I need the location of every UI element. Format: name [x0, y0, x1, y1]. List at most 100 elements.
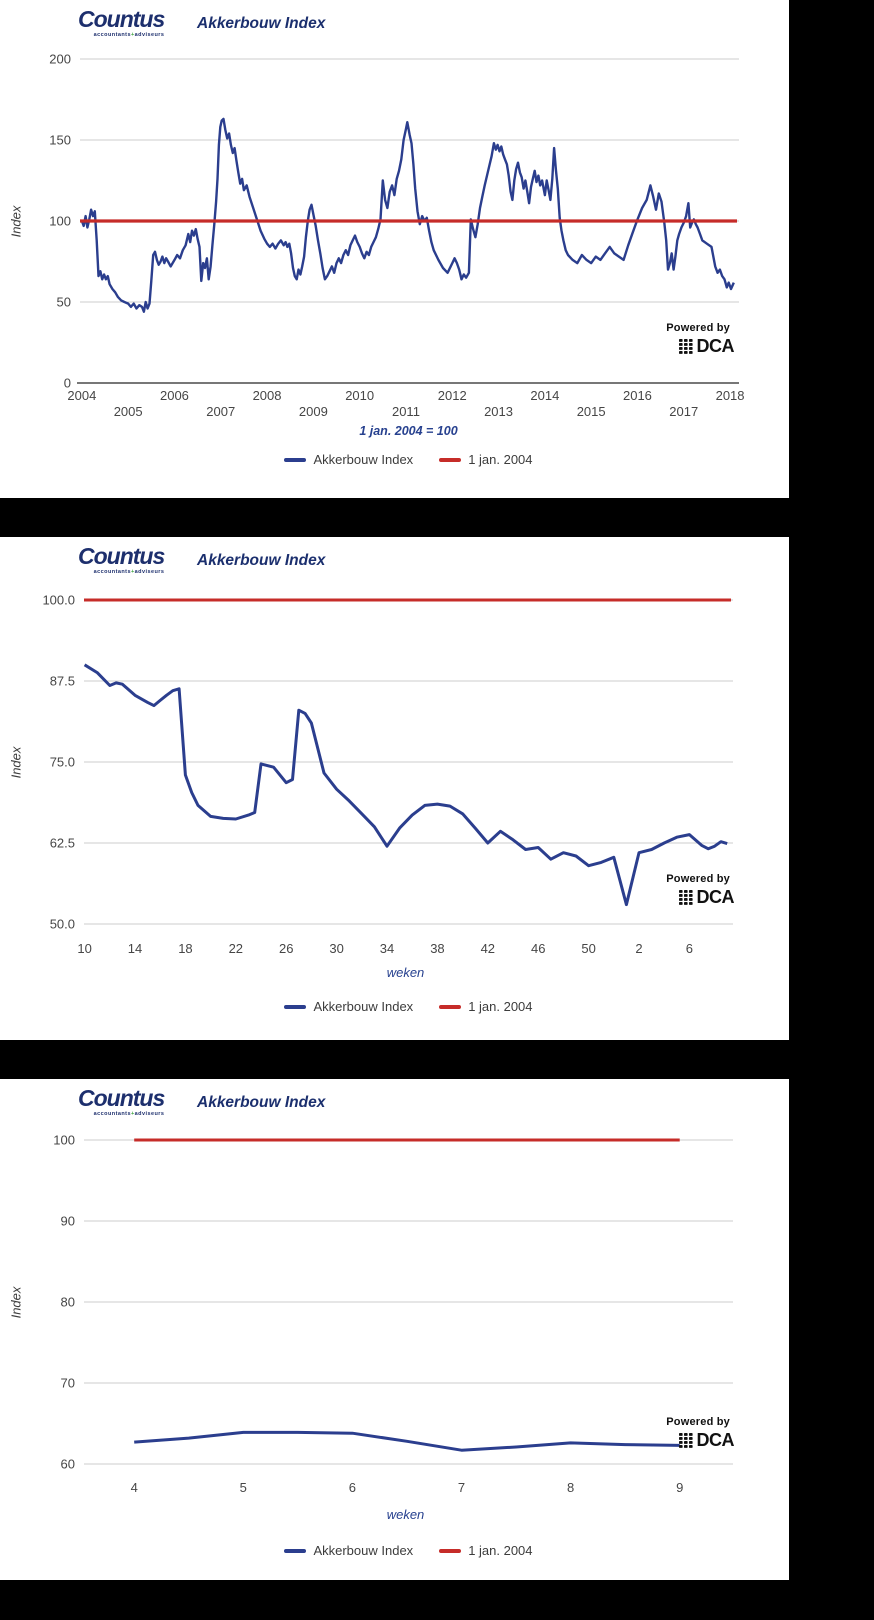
legend-swatch-red	[439, 1548, 462, 1553]
dca-badge: Powered by DCA	[613, 1416, 734, 1451]
legend: Akkerbouw Index 1 jan. 2004	[80, 999, 737, 1014]
svg-text:14: 14	[128, 941, 142, 956]
svg-text:38: 38	[430, 941, 444, 956]
svg-text:2: 2	[635, 941, 642, 956]
legend-item-akkerbouw: Akkerbouw Index	[284, 999, 413, 1014]
y-axis-title: Index	[8, 746, 24, 779]
svg-text:2009: 2009	[299, 404, 328, 419]
svg-text:34: 34	[380, 941, 394, 956]
page-title: Akkerbouw Index	[197, 1094, 326, 1111]
dca-grid-icon	[678, 1433, 693, 1448]
svg-text:2017: 2017	[669, 404, 698, 419]
svg-text:50: 50	[57, 295, 71, 310]
green-plus: +	[130, 1111, 135, 1117]
chart-panel-3: 60 70 80 90 100 4 5 6 7 8 9 Countus accountants+ad…	[0, 1079, 789, 1580]
svg-text:2012: 2012	[438, 388, 467, 403]
countus-wordmark: Countus	[78, 6, 165, 32]
dca-logo-text: DCA	[696, 1430, 735, 1450]
legend-item-akkerbouw: Akkerbouw Index	[284, 452, 413, 467]
chart-caption: 1 jan. 2004 = 100	[359, 424, 458, 438]
svg-text:2006: 2006	[160, 388, 189, 403]
svg-text:2007: 2007	[206, 404, 235, 419]
svg-text:46: 46	[531, 941, 545, 956]
legend: Akkerbouw Index 1 jan. 2004	[80, 1543, 737, 1558]
x-axis-title: weken	[386, 965, 425, 980]
dca-logo-text: DCA	[696, 887, 735, 907]
svg-text:70: 70	[61, 1376, 75, 1391]
legend-swatch-red	[439, 1004, 462, 1009]
powered-by-text: Powered by	[666, 322, 730, 334]
legend-label: 1 jan. 2004	[468, 1543, 533, 1558]
svg-text:18: 18	[178, 941, 192, 956]
countus-wordmark: Countus	[78, 543, 165, 569]
green-plus: +	[130, 32, 135, 38]
powered-by-text: Powered by	[666, 873, 730, 885]
legend-swatch-blue	[284, 457, 307, 462]
svg-text:60: 60	[61, 1457, 75, 1472]
legend-label: 1 jan. 2004	[468, 999, 533, 1014]
svg-text:200: 200	[49, 52, 71, 67]
svg-text:10: 10	[77, 941, 91, 956]
svg-text:6: 6	[686, 941, 693, 956]
svg-text:0: 0	[64, 376, 71, 391]
svg-text:2015: 2015	[577, 404, 606, 419]
svg-text:150: 150	[49, 133, 71, 148]
svg-text:2013: 2013	[484, 404, 513, 419]
svg-text:50.0: 50.0	[50, 917, 75, 932]
dca-grid-icon	[678, 890, 693, 905]
svg-text:80: 80	[61, 1295, 75, 1310]
svg-text:100: 100	[53, 1133, 75, 1148]
legend-item-ref: 1 jan. 2004	[439, 452, 533, 467]
dca-grid-icon	[678, 339, 693, 354]
legend-label: 1 jan. 2004	[468, 452, 533, 467]
dca-logo-text: DCA	[696, 336, 735, 356]
svg-text:2005: 2005	[114, 404, 143, 419]
svg-text:22: 22	[229, 941, 243, 956]
legend: Akkerbouw Index 1 jan. 2004	[80, 452, 737, 467]
svg-text:90: 90	[61, 1214, 75, 1229]
chart-panel-1: 0 50 100 150 200 2004 2005 2006 2007 2008 2009 2010…	[0, 0, 789, 498]
svg-text:30: 30	[329, 941, 343, 956]
svg-text:8: 8	[567, 1480, 574, 1495]
legend-item-akkerbouw: Akkerbouw Index	[284, 1543, 413, 1558]
legend-swatch-blue	[284, 1004, 307, 1009]
chart-panel-2: 50.0 62.5 75.0 87.5 100.0 10 14 18 22 26 30 34 38 42 4…	[0, 537, 789, 1040]
svg-text:75.0: 75.0	[50, 755, 75, 770]
legend-item-ref: 1 jan. 2004	[439, 999, 533, 1014]
x-axis-title: weken	[386, 1507, 425, 1522]
plot-area-1: 0 50 100 150 200 2004 2005 2006 2007 2008 2009 2010…	[49, 52, 744, 420]
legend-item-ref: 1 jan. 2004	[439, 1543, 533, 1558]
svg-text:7: 7	[458, 1480, 465, 1495]
countus-tagline: accountants+adviseurs	[93, 569, 165, 575]
countus-wordmark: Countus	[78, 1085, 165, 1111]
svg-text:5: 5	[240, 1480, 247, 1495]
svg-text:62.5: 62.5	[50, 836, 75, 851]
svg-text:4: 4	[131, 1480, 138, 1495]
svg-text:42: 42	[481, 941, 495, 956]
svg-text:100.0: 100.0	[42, 593, 75, 608]
green-plus: +	[130, 569, 135, 575]
y-axis-title: Index	[8, 205, 24, 238]
page-title: Akkerbouw Index	[197, 15, 326, 32]
svg-text:87.5: 87.5	[50, 674, 75, 689]
dca-badge: Powered by DCA	[613, 873, 734, 908]
countus-tagline: accountants+adviseurs	[93, 32, 165, 38]
dca-badge: Powered by DCA	[613, 322, 734, 357]
legend-label: Akkerbouw Index	[313, 999, 414, 1014]
svg-text:2016: 2016	[623, 388, 652, 403]
countus-logo: Countus accountants+adviseurs	[78, 8, 198, 39]
plot-area-3: 60 70 80 90 100 4 5 6 7 8 9	[53, 1133, 733, 1495]
svg-text:50: 50	[581, 941, 595, 956]
svg-text:2008: 2008	[253, 388, 282, 403]
svg-text:9: 9	[676, 1480, 683, 1495]
legend-swatch-blue	[284, 1548, 307, 1553]
svg-text:100: 100	[49, 214, 71, 229]
legend-label: Akkerbouw Index	[313, 452, 414, 467]
countus-logo: Countus accountants+adviseurs	[78, 545, 198, 576]
svg-text:2014: 2014	[530, 388, 559, 403]
powered-by-text: Powered by	[666, 1416, 730, 1428]
svg-text:2011: 2011	[392, 404, 420, 419]
y-axis-title: Index	[8, 1286, 24, 1319]
